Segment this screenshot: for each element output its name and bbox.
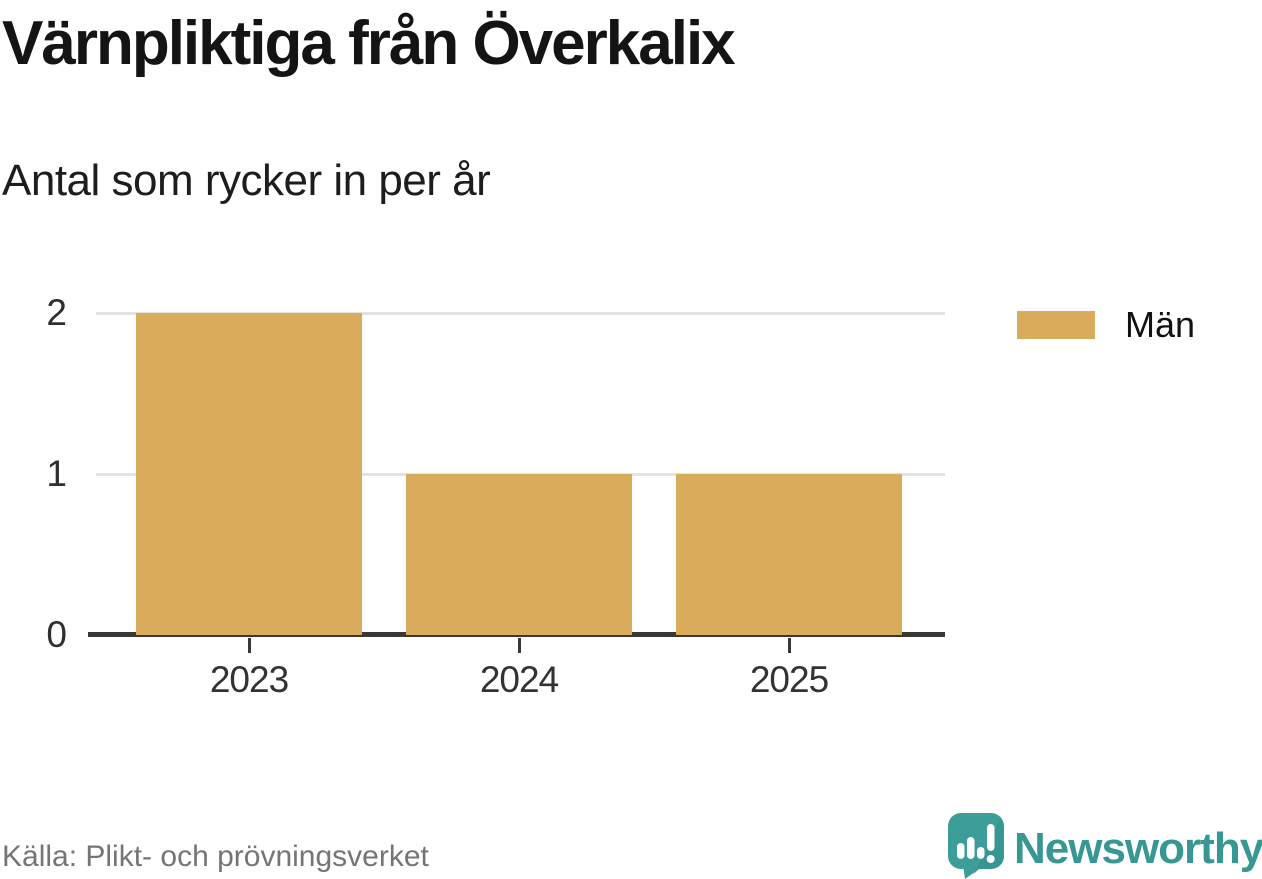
gridline-y2 (96, 312, 945, 315)
x-tick-2023 (247, 638, 251, 653)
x-tick-label-2023: 2023 (209, 659, 289, 700)
y-axis-labels: 0 1 2 (0, 292, 68, 655)
bar-2025 (676, 474, 902, 635)
legend-swatch-man (1017, 311, 1095, 339)
newsworthy-logo: Newsworthy (947, 813, 1262, 879)
x-tick-label-2024: 2024 (479, 659, 559, 700)
y-tick-label-1: 1 (46, 453, 67, 494)
x-tick-2025 (787, 638, 791, 653)
chart-subtitle: Antal som rycker in per år (2, 156, 491, 205)
bar-2024 (406, 474, 632, 635)
y-tick-label-2: 2 (46, 292, 67, 333)
source-note: Källa: Plikt- och prövningsverket (2, 840, 429, 873)
newsworthy-wordmark: Newsworthy (1014, 823, 1262, 873)
chart-title: Värnpliktiga från Överkalix (2, 9, 736, 78)
plot-area: 2023 2024 2025 (88, 312, 945, 700)
newsworthy-speech-bubble-chart-icon (947, 813, 1004, 879)
legend: Män (1017, 304, 1195, 346)
y-tick-label-0: 0 (46, 614, 67, 655)
bar-2023 (136, 313, 362, 635)
x-tick-2024 (517, 638, 521, 653)
legend-label-man: Män (1125, 304, 1196, 345)
x-tick-label-2025: 2025 (749, 659, 829, 700)
